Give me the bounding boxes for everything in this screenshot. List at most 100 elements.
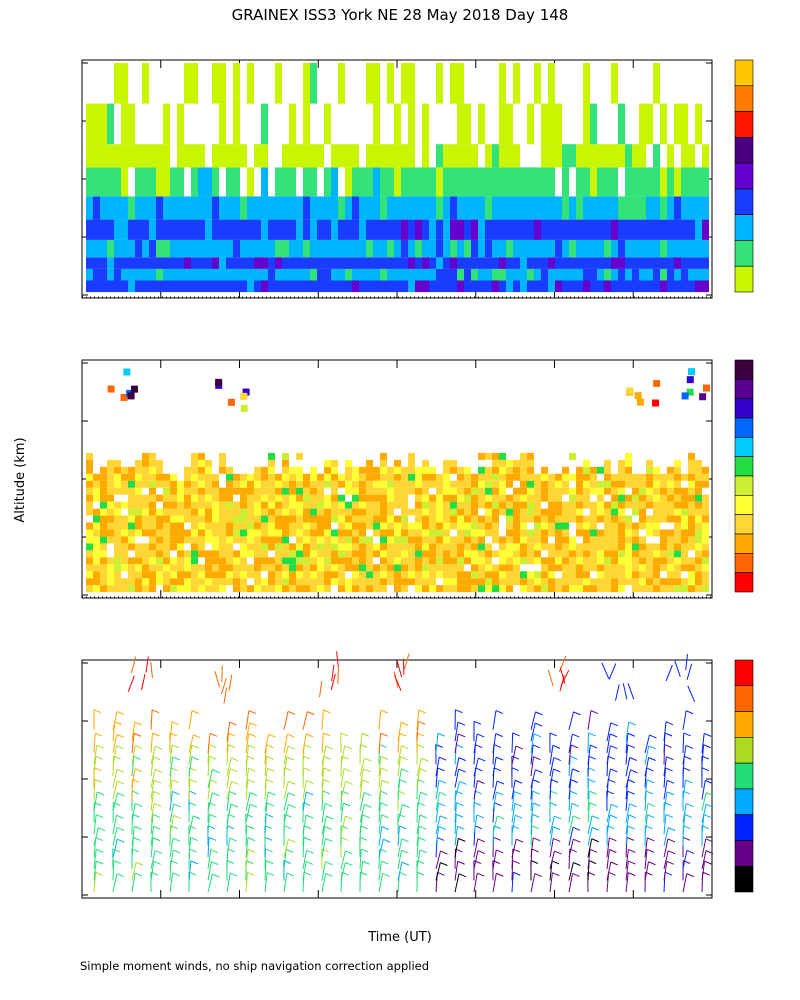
velocity-cell — [310, 536, 317, 544]
wind-barb-flag — [533, 756, 541, 761]
velocity-cell — [429, 494, 436, 502]
wind-barb — [283, 711, 289, 730]
wind-barb — [93, 814, 97, 835]
snr-cell — [275, 219, 282, 240]
wind-barb — [169, 791, 173, 811]
snr-cell — [198, 219, 205, 240]
velocity-cell — [555, 501, 562, 509]
velocity-cell — [114, 522, 121, 530]
snr-cell — [191, 239, 198, 258]
velocity-cell — [695, 557, 702, 565]
wind-barb — [207, 837, 210, 858]
snr-cell — [569, 219, 576, 240]
velocity-cell — [352, 522, 359, 530]
velocity-cell — [562, 571, 569, 579]
snr-cell — [184, 239, 191, 258]
velocity-cell — [135, 508, 142, 516]
velocity-cell — [597, 543, 604, 551]
wind-barb-flag — [323, 732, 331, 737]
velocity-cell — [233, 473, 240, 481]
velocity-cell — [527, 578, 534, 586]
velocity-cell — [121, 480, 128, 488]
wind-barb-flag — [438, 826, 447, 830]
snr-cell — [499, 280, 506, 293]
velocity-cell — [282, 501, 289, 509]
wind-barb-flag — [703, 744, 711, 749]
snr-cell — [450, 257, 457, 269]
velocity-cell — [639, 571, 646, 579]
wind-barb-flag — [627, 779, 635, 784]
velocity-cell — [688, 473, 695, 481]
snr-cell — [674, 239, 681, 258]
snr-cell — [527, 103, 534, 145]
velocity-cell — [107, 466, 114, 474]
velocity-cell — [562, 578, 569, 586]
snr-cell — [646, 239, 653, 258]
velocity-cell — [233, 585, 240, 593]
wind-barb — [283, 849, 287, 869]
velocity-cell — [212, 480, 219, 488]
snr-cell — [114, 219, 121, 240]
snr-cell — [121, 103, 128, 145]
velocity-cell — [674, 466, 681, 474]
velocity-cell — [177, 564, 184, 572]
velocity-cell — [583, 515, 590, 523]
wind-barb-flag — [172, 872, 180, 877]
velocity-cell — [422, 480, 429, 488]
snr-cell — [548, 268, 555, 281]
wind-barb-flag — [589, 848, 598, 853]
velocity-cell — [541, 508, 548, 516]
snr-cell — [212, 219, 219, 240]
snr-cell — [415, 196, 422, 220]
velocity-cell — [478, 550, 485, 558]
snr-cell — [261, 268, 268, 281]
velocity-cell — [688, 522, 695, 530]
snr-cell — [177, 239, 184, 258]
wind-barb — [644, 861, 650, 881]
velocity-cell — [359, 473, 366, 481]
velocity-cell — [86, 494, 93, 502]
snr-cell — [625, 239, 632, 258]
wind-barb-flag — [646, 767, 654, 772]
velocity-cell — [443, 480, 450, 488]
velocity-cell — [653, 529, 660, 537]
velocity-cell — [282, 466, 289, 474]
velocity-cell — [142, 585, 149, 593]
wind-barb — [396, 660, 403, 678]
velocity-cell — [562, 529, 569, 537]
wind-barb — [644, 814, 648, 835]
colorbar-swatch — [734, 214, 754, 241]
snr-cell — [513, 144, 520, 168]
velocity-cell — [289, 515, 296, 523]
velocity-cell — [688, 578, 695, 586]
velocity-cell — [331, 487, 338, 495]
wind-barb — [435, 767, 439, 788]
velocity-cell — [688, 571, 695, 579]
velocity-cell — [212, 508, 219, 516]
velocity-cell — [513, 494, 520, 502]
velocity-cell — [492, 480, 499, 488]
velocity-cell — [100, 473, 107, 481]
wind-barb-flag — [554, 815, 562, 820]
wind-barb-flag — [703, 732, 712, 737]
wind-barb — [644, 779, 648, 800]
wind-barb — [378, 791, 382, 811]
velocity-cell — [387, 536, 394, 544]
snr-cell — [177, 167, 184, 197]
wind-barb-flag — [230, 803, 239, 808]
velocity-cell — [681, 585, 688, 593]
velocity-cell — [352, 466, 359, 474]
snr-cell — [464, 167, 471, 197]
wind-barb — [245, 825, 248, 846]
wind-barb-flag — [532, 813, 540, 818]
velocity-cell — [275, 480, 282, 488]
snr-cell — [534, 239, 541, 258]
velocity-cell — [667, 571, 674, 579]
wind-barb — [245, 804, 251, 823]
velocity-cell — [611, 487, 618, 495]
wind-barb — [112, 815, 117, 835]
wind-barb-flag — [570, 755, 578, 760]
velocity-cell — [289, 473, 296, 481]
snr-cell — [394, 257, 401, 269]
velocity-cell — [93, 543, 100, 551]
